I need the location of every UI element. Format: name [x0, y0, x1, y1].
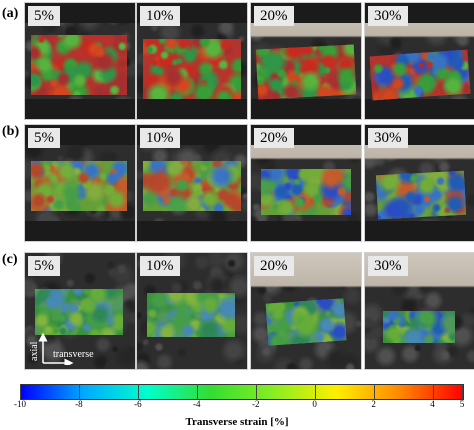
transverse-label: transverse: [53, 349, 94, 360]
colorbar-tick-mark: [373, 384, 375, 400]
strain-level-label: 30%: [368, 6, 408, 26]
strain-level-label: 30%: [368, 256, 408, 276]
colorbar-tick-mark: [20, 384, 21, 400]
panel-c-2: 10%: [136, 252, 248, 370]
colorbar-tick-label: -2: [251, 399, 260, 409]
lower-grip: [251, 221, 361, 241]
colorbar-tick-label: -10: [14, 399, 26, 409]
colorbar-tick-mark: [196, 384, 198, 400]
strain-level-label: 30%: [368, 128, 408, 148]
strain-level-label: 20%: [254, 128, 294, 148]
panel-b-3: 20%: [250, 124, 362, 242]
colorbar-tick-mark: [432, 384, 434, 400]
colorbar-tick-label: -8: [75, 399, 83, 409]
strain-map: [35, 289, 123, 335]
strain-level-label: 10%: [140, 6, 180, 26]
colorbar-tick-mark: [255, 384, 257, 400]
colorbar-tick-label: 0: [312, 399, 317, 409]
row-label-c: (c): [2, 252, 18, 267]
colorbar-tick-label: 5: [459, 399, 465, 409]
strain-level-label: 5%: [28, 6, 60, 26]
panel-a-3: 20%: [250, 2, 362, 120]
lower-grip: [25, 221, 135, 241]
row-label-a: (a): [2, 6, 19, 21]
axes-icon: axial transverse: [29, 331, 111, 368]
strain-map: [375, 170, 467, 220]
axes-arrows-icon: [38, 332, 74, 368]
strain-level-label: 20%: [254, 256, 294, 276]
lower-grip: [251, 99, 361, 119]
strain-map: [255, 44, 357, 100]
panel-a-4: 30%: [364, 2, 474, 120]
strain-map: [31, 35, 127, 95]
strain-map: [147, 293, 235, 337]
lower-grip: [25, 99, 135, 119]
panel-c-4: 30%: [364, 252, 474, 370]
panel-a-1: 5%: [24, 2, 136, 120]
strain-level-label: 10%: [140, 128, 180, 148]
strain-level-label: 5%: [28, 256, 60, 276]
strain-map: [143, 39, 241, 99]
panel-b-1: 5%: [24, 124, 136, 242]
colorbar-tick-label: 4: [430, 399, 435, 409]
strain-map: [369, 49, 471, 101]
colorbar-label: Transverse strain [%]: [185, 416, 289, 428]
panel-b-4: 30%: [364, 124, 474, 242]
colorbar: [20, 384, 464, 400]
lower-grip: [365, 99, 474, 119]
colorbar-tick-label: -4: [193, 399, 201, 409]
colorbar-tick-mark: [78, 384, 80, 400]
axial-label: axial: [29, 341, 40, 361]
strain-map: [31, 161, 127, 211]
lower-grip: [137, 221, 247, 241]
strain-level-label: 5%: [28, 128, 60, 148]
strain-map: [265, 298, 347, 346]
panel-a-2: 10%: [136, 2, 248, 120]
panel-c-3: 20%: [250, 252, 362, 370]
strain-level-label: 10%: [140, 256, 180, 276]
panel-b-2: 10%: [136, 124, 248, 242]
lower-grip: [365, 221, 474, 241]
row-label-b: (b): [2, 124, 20, 139]
strain-map: [261, 169, 351, 215]
strain-map: [383, 311, 455, 343]
strain-map: [143, 161, 241, 211]
colorbar-tick-label: 2: [371, 399, 376, 409]
panel-c-1: 5% axial transverse: [24, 252, 136, 370]
colorbar-tick-mark: [462, 384, 463, 400]
strain-level-label: 20%: [254, 6, 294, 26]
colorbar-tick-label: -6: [134, 399, 142, 409]
lower-grip: [137, 99, 247, 119]
colorbar-tick-mark: [314, 384, 316, 400]
colorbar-tick-mark: [137, 384, 139, 400]
